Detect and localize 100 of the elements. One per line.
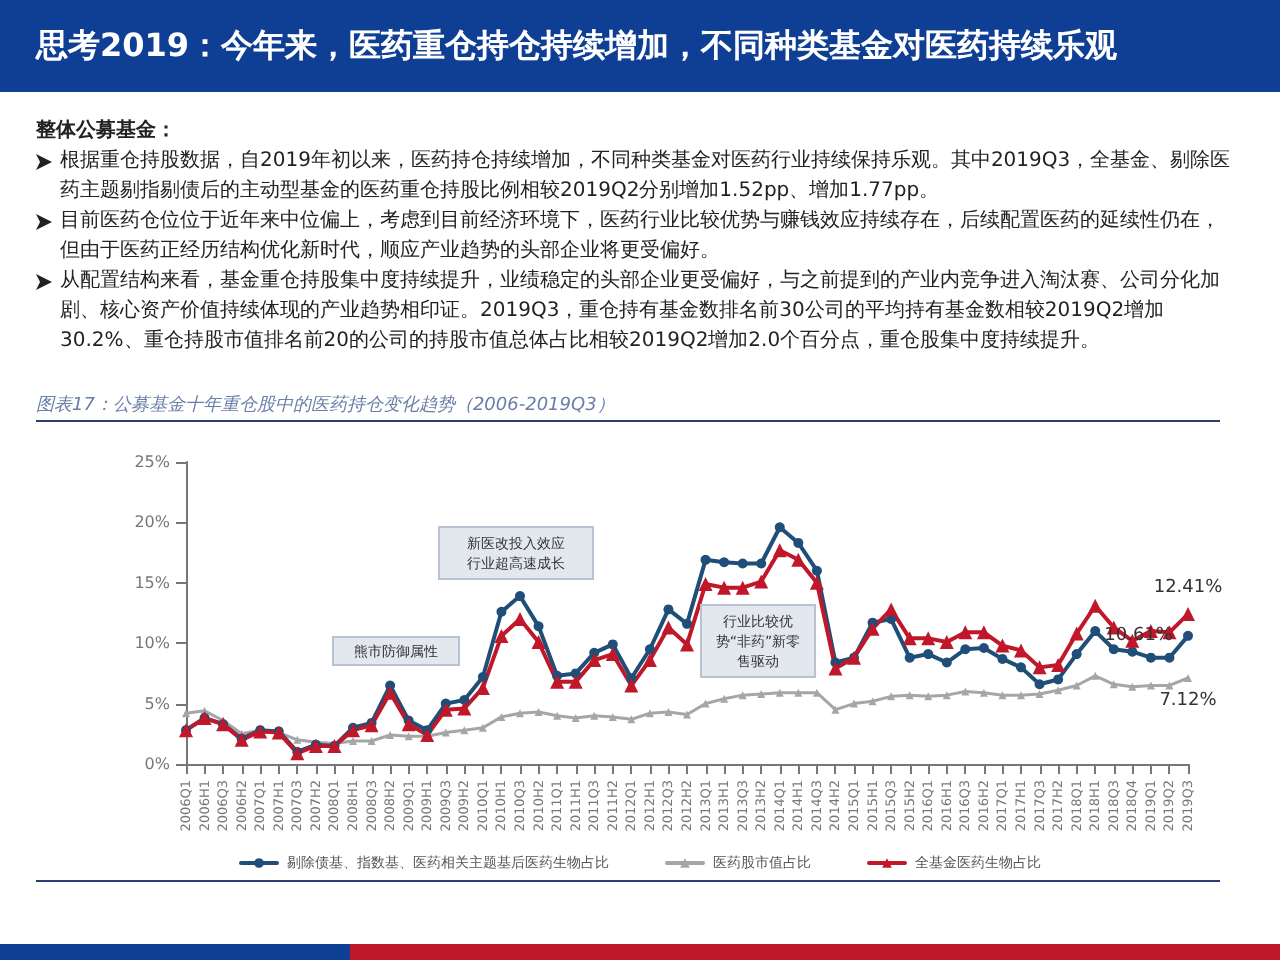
point [1032, 660, 1047, 675]
point [386, 731, 395, 740]
data-label: 12.41% [1153, 578, 1224, 599]
text: 从配置结构来看，基金重仓持股集中度持续提升，业绩稳定的头部企业更受偏好，与之前提到的产业内竞争进入淘汰赛、公司分化加剧、核心资产价值持续体现的产业趋势相印证。2019Q3，重仓持有基金数排名前30公司的平均持有基金数相较2019Q2增加30.2%、重仓持股市值排名前20的公司的持股市值总体占比相较2019Q2增加2.0个百分点，重仓股集中度持续提升。 [60, 267, 1222, 356]
point [624, 678, 639, 693]
y-tick-label: 0% [144, 755, 171, 773]
point [1016, 662, 1026, 673]
point [1071, 649, 1082, 660]
point [720, 694, 729, 703]
y-tick-label: 5% [144, 694, 171, 713]
point [607, 639, 618, 650]
point [383, 685, 398, 700]
point [868, 697, 877, 706]
point [515, 591, 525, 602]
text: 整体公募基金： [36, 117, 178, 146]
y-tick-label: 10% [134, 634, 171, 653]
point [349, 737, 357, 746]
point [738, 691, 747, 700]
point [850, 699, 858, 708]
point [995, 638, 1010, 653]
point [457, 701, 472, 716]
point [1164, 652, 1175, 663]
text: 根据重仓持股数据，自2019年初以来，医药持仓持续增加，不同种类基金对医药行业持续保持乐观。其中2019Q3，全基金、剔除医药主题剔指剔债后的主动型基金的医药重仓持股比例相较2019Q2分别增加1.52pp、增加1.77pp。 [60, 147, 1233, 206]
text: 图表17：公募基金十年重仓股中的医药持仓变化趋势（2006-2019Q3） [36, 393, 617, 418]
point [941, 657, 952, 668]
point [811, 565, 822, 576]
point [1034, 679, 1045, 690]
point [960, 644, 971, 655]
point [661, 620, 676, 635]
point [645, 709, 654, 718]
point [1128, 682, 1137, 691]
point [884, 602, 899, 617]
point [756, 558, 767, 569]
point [516, 709, 524, 718]
point [1091, 671, 1100, 680]
point [698, 577, 713, 592]
point [401, 717, 416, 732]
point [902, 631, 917, 646]
point [364, 718, 379, 733]
point [737, 558, 748, 569]
point [961, 687, 970, 696]
point [1051, 657, 1066, 672]
point [831, 705, 840, 714]
point [1053, 674, 1064, 685]
point [568, 674, 583, 689]
point [571, 714, 580, 723]
point [978, 643, 989, 654]
point [1017, 691, 1025, 700]
point [605, 647, 620, 662]
point [700, 554, 711, 565]
y-tick-label: 25% [134, 453, 171, 471]
point [664, 708, 673, 717]
point [570, 668, 581, 679]
point [904, 652, 915, 663]
point [809, 575, 824, 590]
point [441, 728, 450, 737]
point [550, 674, 565, 689]
point [772, 543, 787, 558]
point [794, 688, 803, 697]
point [719, 557, 730, 568]
point [513, 612, 527, 627]
point [477, 672, 488, 683]
point [976, 625, 991, 640]
point [923, 649, 934, 660]
point [680, 637, 694, 652]
point [793, 537, 804, 548]
point [533, 621, 544, 632]
point [497, 712, 506, 721]
point [534, 708, 543, 717]
y-tick-label: 15% [134, 573, 171, 592]
point [939, 634, 954, 649]
point [642, 653, 657, 668]
point [1014, 643, 1028, 658]
point [1088, 598, 1103, 613]
point [1145, 652, 1156, 663]
point [663, 604, 674, 615]
point [494, 628, 509, 643]
text: 目前医药仓位位于近年来中位偏上，考虑到目前经济环境下，医药行业比较优势与赚钱效应持续存在，后续配置医药的延续性仍在，但由于医药正经历结构优化新时代，顺应产业趋势的头部企业将更受偏好。 [60, 207, 1222, 266]
point [644, 644, 655, 655]
point [921, 631, 936, 646]
point [754, 574, 769, 589]
point [608, 712, 617, 721]
point [1035, 689, 1044, 698]
point [717, 580, 732, 595]
data-label: 10.61% [1104, 625, 1174, 646]
point [757, 689, 766, 698]
point [791, 552, 806, 567]
point [828, 661, 843, 676]
point [459, 694, 470, 705]
point [1069, 626, 1084, 641]
data-label: 7.12% [1159, 690, 1218, 711]
point [701, 699, 710, 708]
chart-title: 思考2019：今年来，医药重仓持仓持续增加，不同种类基金对医药持续乐观 [36, 24, 1120, 68]
point [1181, 607, 1195, 622]
point [496, 606, 507, 617]
point [775, 688, 784, 697]
point [997, 653, 1008, 664]
point [865, 621, 880, 636]
point [958, 625, 973, 640]
point [979, 688, 988, 697]
